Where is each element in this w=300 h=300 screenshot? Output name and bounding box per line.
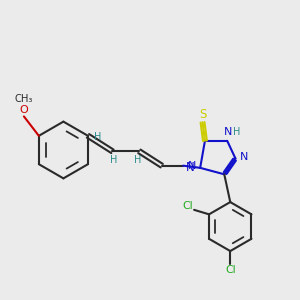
Text: CH₃: CH₃ xyxy=(15,94,33,104)
Text: N: N xyxy=(240,152,248,162)
Text: H: H xyxy=(94,132,101,142)
Text: H: H xyxy=(233,128,241,137)
Text: N: N xyxy=(188,161,196,171)
Text: H: H xyxy=(110,155,118,165)
Text: O: O xyxy=(20,105,28,115)
Text: H: H xyxy=(134,155,142,165)
Text: S: S xyxy=(199,108,206,121)
Text: Cl: Cl xyxy=(225,265,236,275)
Text: Cl: Cl xyxy=(182,201,193,211)
Text: N: N xyxy=(185,161,194,174)
Text: N: N xyxy=(224,128,232,137)
